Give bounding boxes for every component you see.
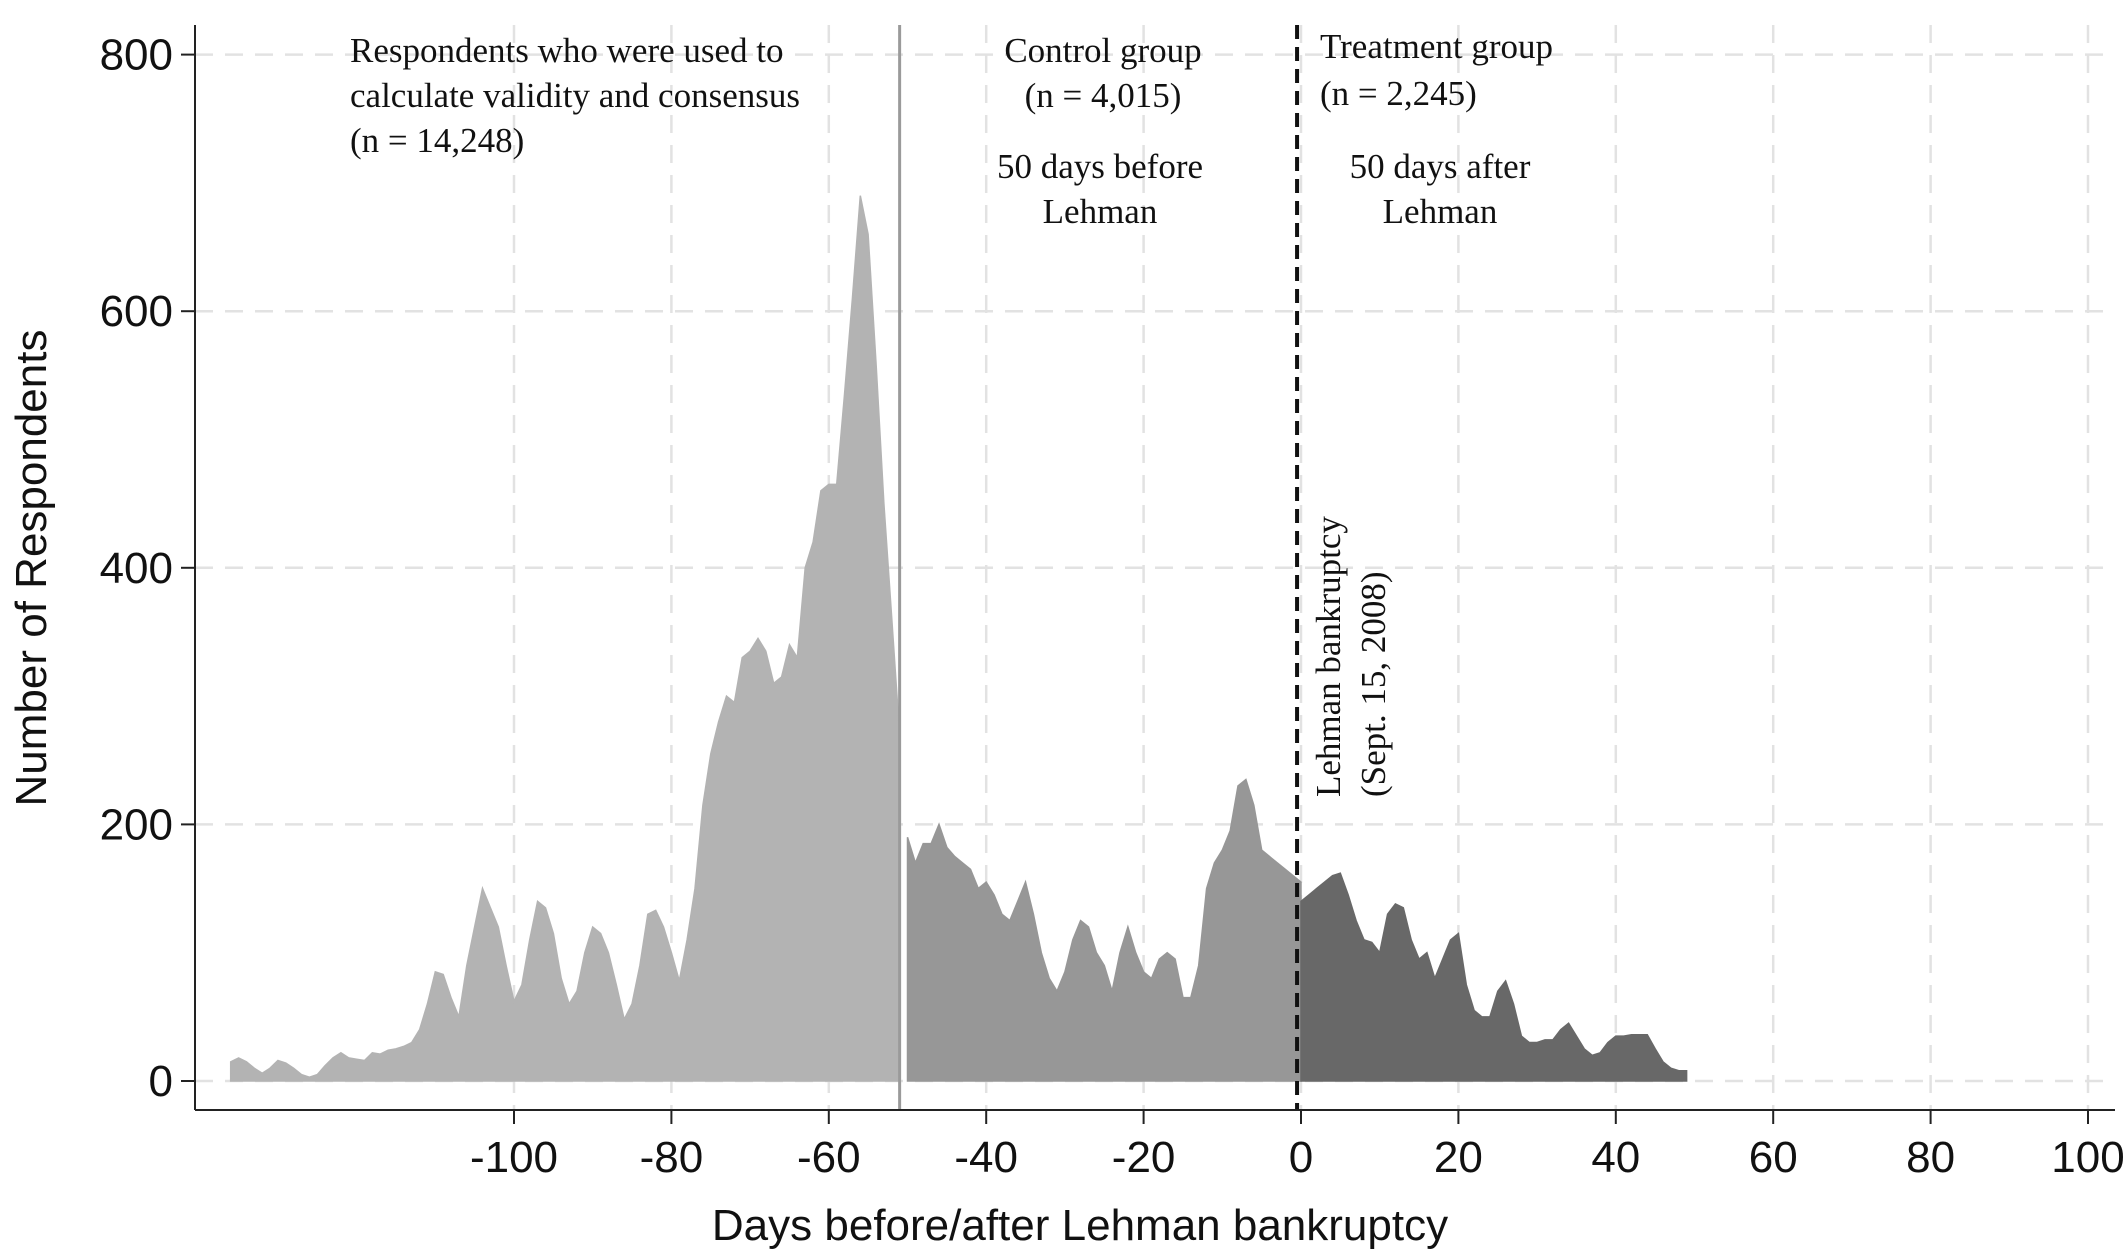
y-tick-label: 400 xyxy=(100,544,173,593)
tick-labels: 0 200 400 600 800 -100 -80 -60 -40 -20 0 20 40 60 80 10… xyxy=(100,31,2125,1182)
annotation-line: 50 days before xyxy=(997,147,1203,186)
annotation-50-days-before: 50 days before Lehman xyxy=(997,147,1203,231)
annotation-line: 50 days after xyxy=(1350,147,1531,186)
x-tick-label: 0 xyxy=(1289,1133,1313,1182)
x-tick-label: -40 xyxy=(954,1133,1018,1182)
annotation-lehman-bankruptcy: Lehman bankruptcy (Sept. 15, 2008) xyxy=(1309,516,1393,797)
annotation-control-group: Control group (n = 4,015) xyxy=(1004,31,1201,115)
annotation-line: Lehman bankruptcy xyxy=(1309,516,1348,797)
x-tick-label: -80 xyxy=(640,1133,704,1182)
annotation-line: (Sept. 15, 2008) xyxy=(1354,571,1393,797)
x-axis-title: Days before/after Lehman bankruptcy xyxy=(712,1201,1448,1250)
x-tick-label: 80 xyxy=(1906,1133,1955,1182)
annotation-respondents: Respondents who were used to calculate v… xyxy=(350,31,800,160)
annotation-line: Control group xyxy=(1004,31,1201,70)
annotation-treatment-group: Treatment group (n = 2,245) xyxy=(1320,27,1553,113)
x-tick-label: -20 xyxy=(1112,1133,1176,1182)
y-tick-label: 600 xyxy=(100,287,173,336)
y-tick-label: 200 xyxy=(100,800,173,849)
annotation-line: (n = 14,248) xyxy=(350,121,524,160)
area-series-1 xyxy=(229,195,901,1082)
annotation-line: Lehman xyxy=(1043,192,1158,231)
x-tick-label: -100 xyxy=(470,1133,558,1182)
y-tick-label: 0 xyxy=(149,1057,173,1106)
gridlines xyxy=(195,25,2115,1110)
area-series-2 xyxy=(906,778,1302,1082)
reference-lines xyxy=(898,25,1300,1110)
y-axis-title: Number of Respondents xyxy=(7,330,56,807)
annotation-line: Respondents who were used to xyxy=(350,31,784,70)
annotation-line: (n = 4,015) xyxy=(1025,76,1182,115)
annotation-50-days-after: 50 days after Lehman xyxy=(1350,147,1531,231)
x-tick-label: 60 xyxy=(1749,1133,1798,1182)
annotation-line: calculate validity and consensus xyxy=(350,76,800,115)
area-series-3 xyxy=(1300,872,1688,1082)
area-series xyxy=(229,195,1688,1082)
annotation-line: Lehman xyxy=(1383,192,1498,231)
x-tick-label: 20 xyxy=(1434,1133,1483,1182)
y-tick-label: 800 xyxy=(100,31,173,80)
annotation-line: Treatment group xyxy=(1320,27,1553,66)
annotation-line: (n = 2,245) xyxy=(1320,74,1477,113)
x-tick-label: 40 xyxy=(1591,1133,1640,1182)
x-tick-label: 100 xyxy=(2051,1133,2124,1182)
x-tick-label: -60 xyxy=(797,1133,861,1182)
